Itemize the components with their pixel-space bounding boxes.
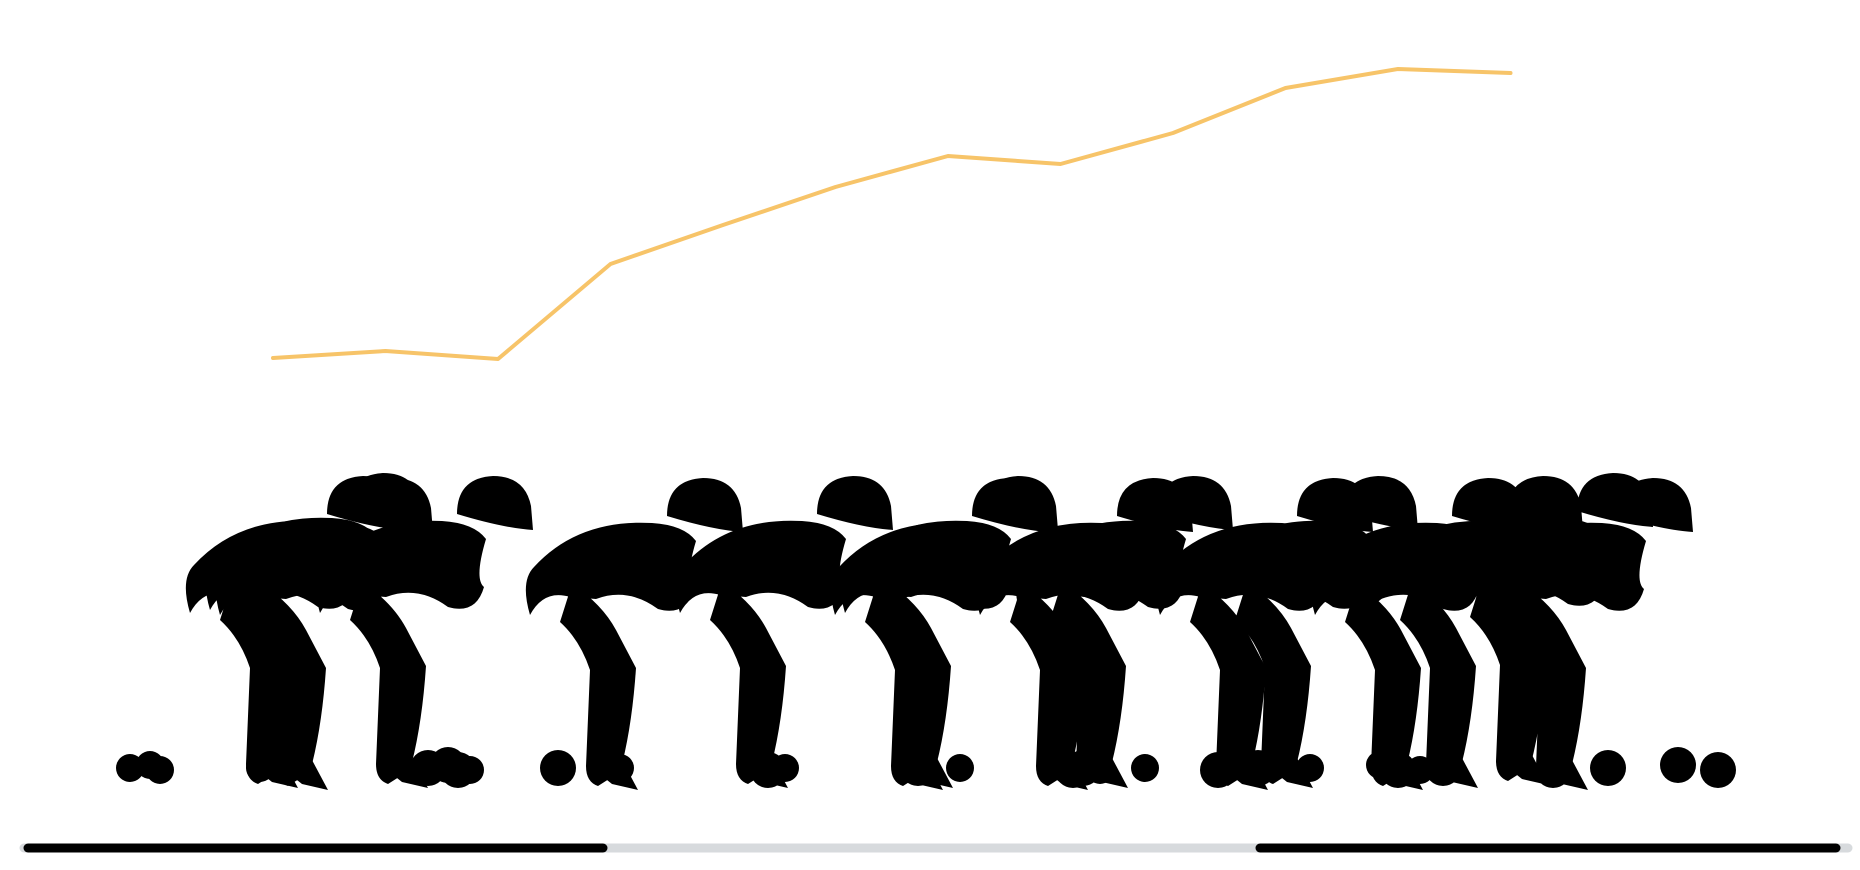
elevation-profile-line	[271, 67, 1513, 361]
